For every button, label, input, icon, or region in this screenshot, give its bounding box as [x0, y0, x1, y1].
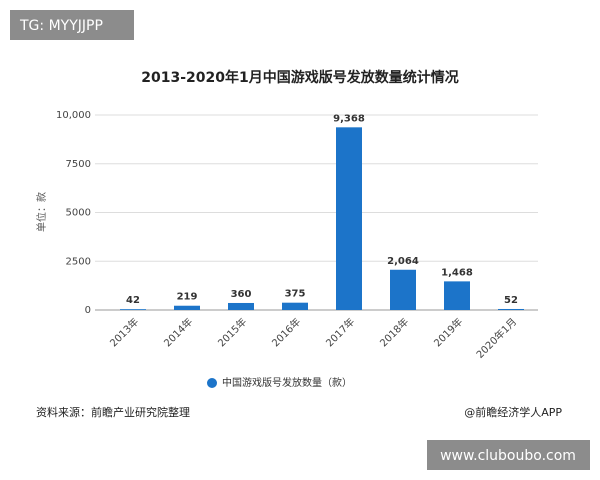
x-tick-label: 2019年: [431, 315, 465, 349]
overlay-text: TG: MYYJJPP: [19, 18, 103, 34]
value-label: 1,468: [441, 267, 473, 278]
credit: @前瞻经济学人APP: [464, 405, 562, 419]
legend-marker: [207, 378, 217, 388]
bar: [498, 308, 524, 310]
y-tick-label: 5000: [66, 208, 91, 219]
source: 资料来源：前瞻产业研究院整理: [36, 405, 190, 419]
bar: [336, 127, 362, 310]
bar: [120, 309, 146, 310]
value-label: 2,064: [387, 256, 419, 267]
x-tick-label: 2018年: [377, 315, 411, 349]
value-label: 42: [126, 295, 140, 306]
overlay-box: [427, 440, 590, 470]
y-axis-label: 单位：款: [35, 192, 48, 232]
value-label: 360: [231, 289, 252, 300]
y-tick-label: 0: [85, 305, 91, 316]
x-tick-label: 2020年1月: [473, 315, 519, 361]
x-tick-label: 2017年: [323, 315, 357, 349]
value-label: 52: [504, 295, 518, 306]
x-tick-label: 2013年: [107, 315, 141, 349]
overlay-text: www.cluboubo.com: [440, 448, 576, 464]
value-label: 375: [285, 289, 306, 300]
value-label: 9,368: [333, 113, 365, 124]
bar: [174, 305, 200, 310]
x-tick-label: 2015年: [215, 315, 249, 349]
bar: [390, 269, 416, 310]
chart-title: 2013-2020年1月中国游戏版号发放数量统计情况: [141, 69, 458, 86]
y-tick-label: 10,000: [56, 110, 91, 121]
bar: [444, 281, 470, 310]
bar: [228, 302, 254, 310]
legend-label: 中国游戏版号发放数量（款）: [222, 376, 352, 389]
y-tick-label: 2500: [66, 256, 91, 267]
value-label: 219: [177, 292, 198, 303]
overlay-box: [10, 10, 134, 40]
y-tick-label: 7500: [66, 159, 91, 170]
bar: [282, 302, 308, 310]
x-tick-label: 2016年: [269, 315, 303, 349]
x-tick-label: 2014年: [161, 315, 195, 349]
